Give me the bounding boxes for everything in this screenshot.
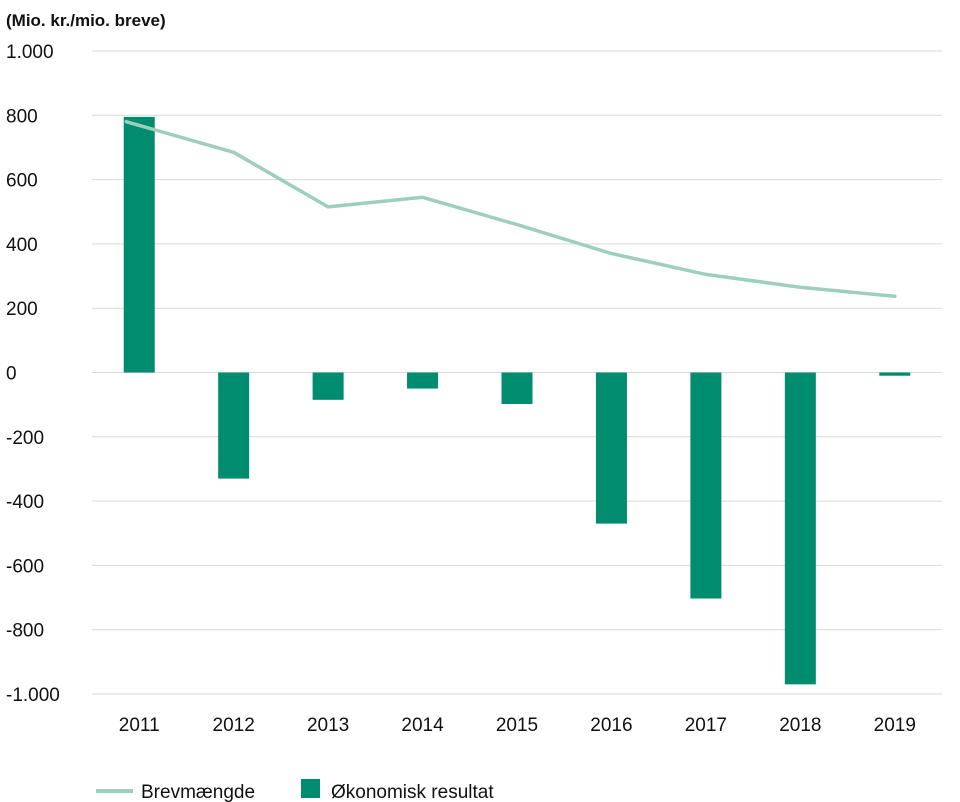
x-tick-label: 2018	[779, 715, 821, 736]
y-tick-label: 600	[6, 171, 38, 192]
x-tick-label: 2013	[307, 715, 349, 736]
y-tick-label: 400	[6, 235, 38, 256]
line-brevmaengde	[124, 119, 897, 299]
bar-2011	[123, 116, 155, 373]
bar-2018	[784, 372, 816, 685]
bar-series	[123, 116, 911, 685]
x-tick-label: 2015	[496, 715, 538, 736]
y-tick-label: 800	[6, 106, 38, 127]
legend-label-brevmaengde: Brevmængde	[141, 782, 255, 802]
x-axis-ticks: 2011 2012 2013 2014 2015 2016 2017 2018 2019	[119, 715, 916, 736]
y-tick-label: 0	[6, 364, 17, 385]
y-axis-ticks: 1.000 800 600 400 200 0 -200 -400 -600 -800 -1.000	[6, 42, 60, 706]
bar-2017	[690, 372, 722, 599]
x-tick-label: 2017	[685, 715, 727, 736]
bar-2019	[879, 372, 911, 376]
bar-2016	[595, 372, 627, 524]
y-tick-label: -600	[6, 556, 44, 577]
y-tick-label: -1.000	[6, 685, 60, 706]
x-tick-label: 2012	[213, 715, 255, 736]
line-series	[124, 119, 897, 299]
bar-2012	[218, 372, 250, 479]
x-tick-label: 2011	[119, 715, 160, 736]
legend: Brevmængde Økonomisk resultat	[96, 779, 494, 802]
y-tick-label: -400	[6, 492, 44, 513]
y-tick-label: -200	[6, 428, 44, 449]
x-tick-label: 2014	[401, 715, 444, 736]
bar-2013	[312, 372, 344, 400]
x-tick-label: 2016	[590, 715, 632, 736]
legend-label-oekonomisk-resultat: Økonomisk resultat	[331, 782, 494, 802]
y-tick-label: -800	[6, 621, 44, 642]
bar-2014	[407, 372, 439, 389]
legend-bar-swatch	[301, 779, 320, 798]
y-tick-label: 200	[6, 299, 38, 320]
bar-2015	[501, 372, 533, 405]
y-axis-unit-label: (Mio. kr./mio. breve)	[6, 11, 166, 30]
x-tick-label: 2019	[874, 715, 916, 736]
y-tick-label: 1.000	[6, 42, 54, 63]
